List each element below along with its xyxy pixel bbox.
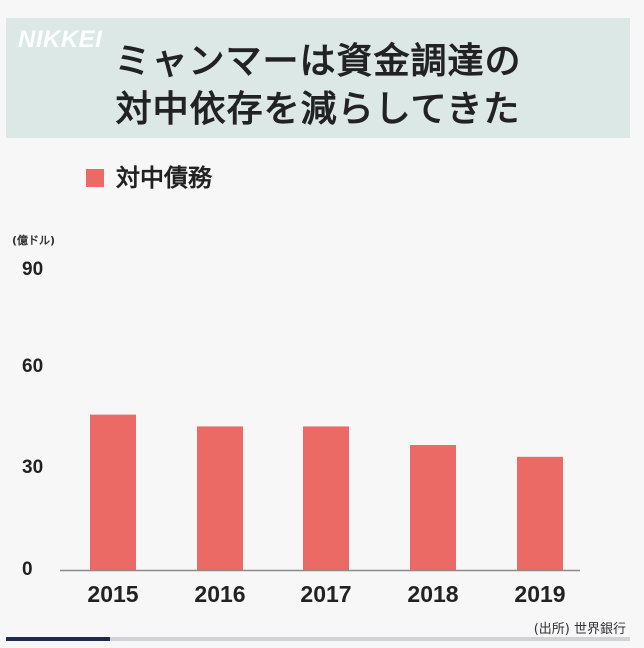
x-tick-label: 2015	[87, 581, 138, 607]
bottom-rule	[6, 637, 630, 641]
legend-label: 対中債務	[116, 164, 212, 192]
x-tick-label: 2016	[194, 581, 245, 607]
chart-title-line-2: 対中依存を減らしてきた	[115, 89, 521, 130]
bar-2019	[517, 456, 563, 570]
source-note: (出所) 世界銀行	[533, 622, 626, 637]
y-tick-label: 0	[22, 559, 33, 580]
chart-title-line-1: ミャンマーは資金調達の	[114, 41, 522, 82]
brand-logo: NIKKEI	[18, 26, 103, 53]
y-tick-label: 90	[22, 259, 44, 280]
bar-2018	[410, 445, 456, 570]
x-tick-label: 2018	[407, 581, 458, 607]
bar-2016	[197, 426, 243, 570]
bottom-rule-accent	[6, 637, 110, 641]
y-axis-unit: (億ドル)	[12, 234, 56, 247]
bar-2015	[90, 414, 136, 570]
legend-swatch	[86, 169, 104, 187]
bar-2017	[303, 426, 349, 570]
y-tick-label: 30	[22, 457, 44, 478]
y-tick-label: 60	[22, 356, 44, 377]
legend: 対中債務	[86, 166, 212, 190]
x-tick-label: 2017	[300, 581, 351, 607]
title-banner: NIKKEI ミャンマーは資金調達の 対中依存を減らしてきた	[6, 18, 630, 138]
x-tick-label: 2019	[514, 581, 565, 607]
